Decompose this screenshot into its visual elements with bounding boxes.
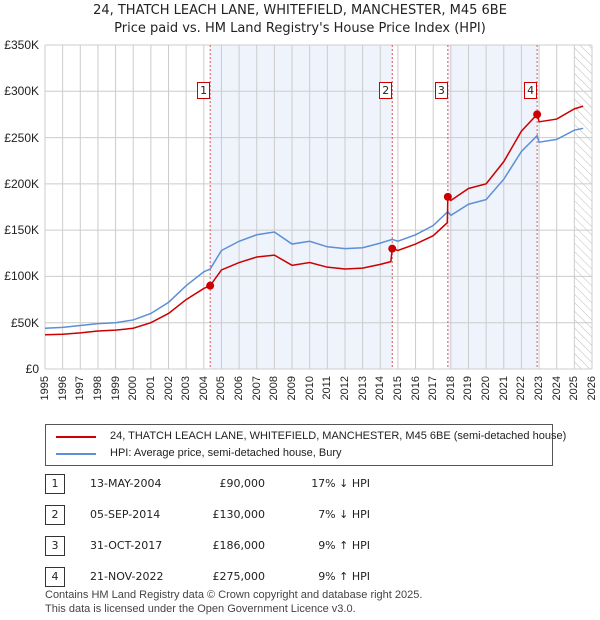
- sale-point: [443, 192, 452, 201]
- sale-point: [206, 281, 215, 290]
- sale-price: £130,000: [212, 508, 266, 521]
- y-tick-label: £250K: [4, 130, 39, 145]
- x-tick-label: 2023: [533, 376, 546, 401]
- sale-number: 2: [45, 505, 65, 525]
- sale-label: 4: [524, 82, 538, 99]
- sale-date: 13-MAY-2004: [90, 477, 162, 490]
- x-tick-label: 2006: [233, 376, 246, 401]
- y-tick-label: £300K: [4, 84, 39, 99]
- sale-row: 4 21-NOV-2022 £275,000 9% ↑ HPI: [45, 567, 385, 587]
- x-tick-label: 2020: [480, 376, 493, 401]
- y-tick-label: £0: [25, 362, 39, 376]
- x-tick-label: 2007: [250, 376, 263, 401]
- x-tick-label: 2000: [127, 376, 140, 401]
- legend-swatch-hpi: [56, 452, 96, 455]
- forecast-hatch: [574, 45, 592, 369]
- y-tick-label: £100K: [4, 269, 39, 284]
- sale-number: 1: [45, 474, 65, 494]
- sale-hpi-diff: 9% ↑ HPI: [318, 539, 370, 552]
- sale-hpi-diff: 9% ↑ HPI: [318, 570, 370, 583]
- sale-row: 1 13-MAY-2004 £90,000 17% ↓ HPI: [45, 474, 385, 494]
- sale-date: 21-NOV-2022: [90, 570, 164, 583]
- x-tick-label: 1997: [74, 376, 87, 401]
- footer-copyright: Contains HM Land Registry data © Crown c…: [45, 589, 423, 601]
- x-tick-label: 2017: [427, 376, 440, 401]
- sale-number: 4: [45, 567, 65, 587]
- x-tick-label: 2012: [338, 376, 351, 401]
- x-tick-label: 2009: [286, 376, 299, 401]
- x-tick-label: 2025: [568, 376, 581, 401]
- x-tick-label: 2026: [586, 376, 598, 401]
- sale-label: 3: [434, 82, 448, 99]
- x-tick-label: 2008: [268, 376, 281, 401]
- x-tick-label: 2013: [356, 376, 369, 401]
- x-tick-label: 1995: [39, 376, 51, 401]
- x-tick-label: 2005: [215, 376, 228, 401]
- x-tick-label: 2022: [515, 376, 528, 401]
- y-tick-label: £350K: [4, 38, 39, 52]
- sale-hpi-diff: 17% ↓ HPI: [311, 477, 370, 490]
- x-tick-label: 1999: [109, 376, 122, 401]
- sale-number: 3: [45, 536, 65, 556]
- x-tick-label: 2010: [303, 376, 316, 401]
- x-tick-label: 2011: [321, 376, 334, 400]
- y-tick-label: £50K: [10, 315, 39, 330]
- sale-price: £186,000: [212, 539, 266, 552]
- x-tick-label: 2019: [462, 376, 475, 401]
- sale-point: [388, 244, 397, 253]
- chart-subtitle: Price paid vs. HM Land Registry's House …: [114, 21, 486, 36]
- x-tick-label: 2003: [180, 376, 193, 401]
- sale-label: 2: [379, 82, 393, 99]
- sale-price: £90,000: [219, 477, 266, 490]
- sale-point: [533, 110, 542, 119]
- x-tick-label: 2021: [497, 376, 510, 401]
- x-tick-label: 2004: [197, 376, 210, 401]
- legend: 24, THATCH LEACH LANE, WHITEFIELD, MANCH…: [45, 424, 566, 466]
- hpi-line: [44, 127, 584, 330]
- x-tick-label: 2002: [162, 376, 175, 401]
- sale-date: 31-OCT-2017: [90, 539, 163, 552]
- y-tick-label: £200K: [4, 176, 39, 191]
- shaded-region: [210, 45, 393, 369]
- y-tick-label: £150K: [4, 223, 39, 238]
- sale-hpi-diff: 7% ↓ HPI: [318, 508, 370, 521]
- x-tick-label: 2016: [409, 376, 422, 401]
- legend-swatch-property: [56, 435, 96, 438]
- footer-licence: This data is licensed under the Open Gov…: [45, 603, 356, 615]
- sale-label: 1: [197, 82, 211, 99]
- x-tick-label: 2024: [550, 376, 563, 401]
- x-tick-label: 2018: [444, 376, 457, 401]
- chart: [44, 44, 593, 370]
- x-tick-label: 1996: [56, 376, 69, 401]
- price-paid-line: [44, 105, 584, 336]
- x-tick-label: 2015: [391, 376, 404, 401]
- legend-label-hpi: HPI: Average price, semi-detached house,…: [110, 447, 342, 459]
- sale-date: 05-SEP-2014: [90, 508, 161, 521]
- legend-label-property: 24, THATCH LEACH LANE, WHITEFIELD, MANCH…: [110, 430, 567, 442]
- x-tick-label: 2001: [144, 376, 157, 401]
- sale-price: £275,000: [212, 570, 266, 583]
- sale-row: 3 31-OCT-2017 £186,000 9% ↑ HPI: [45, 536, 385, 556]
- sale-row: 2 05-SEP-2014 £130,000 7% ↓ HPI: [45, 505, 385, 525]
- x-tick-label: 1998: [91, 376, 104, 401]
- x-tick-label: 2014: [374, 376, 387, 401]
- chart-title: 24, THATCH LEACH LANE, WHITEFIELD, MANCH…: [93, 3, 507, 18]
